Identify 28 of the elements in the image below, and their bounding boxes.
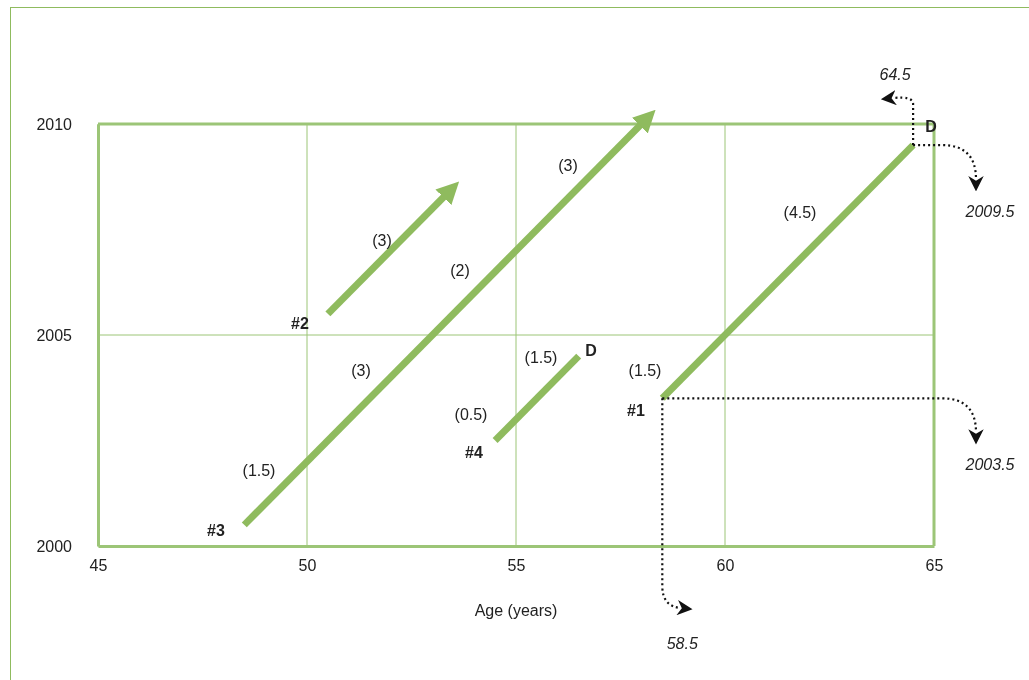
x-tick-label: 60: [716, 557, 735, 575]
annotation: (3): [372, 231, 392, 249]
annotation: (1.5): [628, 361, 662, 379]
x-tick-label: 65: [925, 557, 944, 575]
annotation: (1.5): [242, 461, 276, 479]
x-tick-label: 45: [89, 557, 108, 575]
text: 58.5: [666, 635, 698, 652]
y-tick-label: 2005: [36, 326, 73, 344]
annotation: #3: [207, 521, 225, 539]
annotation: (4.5): [783, 203, 817, 221]
annotation: (2): [450, 261, 470, 279]
y-tick-label: 2010: [36, 115, 73, 133]
text: 64.5: [879, 66, 911, 83]
annotation: #1: [627, 401, 645, 419]
annotation: D: [585, 341, 597, 359]
annotation: (0.5): [454, 405, 488, 423]
x-axis-title: Age (years): [474, 602, 558, 619]
annotation: #2: [291, 314, 309, 332]
x-tick-label: 50: [298, 557, 317, 575]
text: 2009.5: [964, 203, 1015, 221]
text: 2003.5: [964, 456, 1015, 474]
annotation: #4: [465, 443, 483, 461]
annotation: (3): [351, 361, 371, 379]
x-tick-label: 55: [507, 557, 526, 575]
y-tick-label: 2000: [36, 537, 73, 555]
annotation: (1.5): [524, 348, 558, 366]
annotation: (3): [558, 156, 578, 174]
annotation: D: [925, 117, 937, 135]
